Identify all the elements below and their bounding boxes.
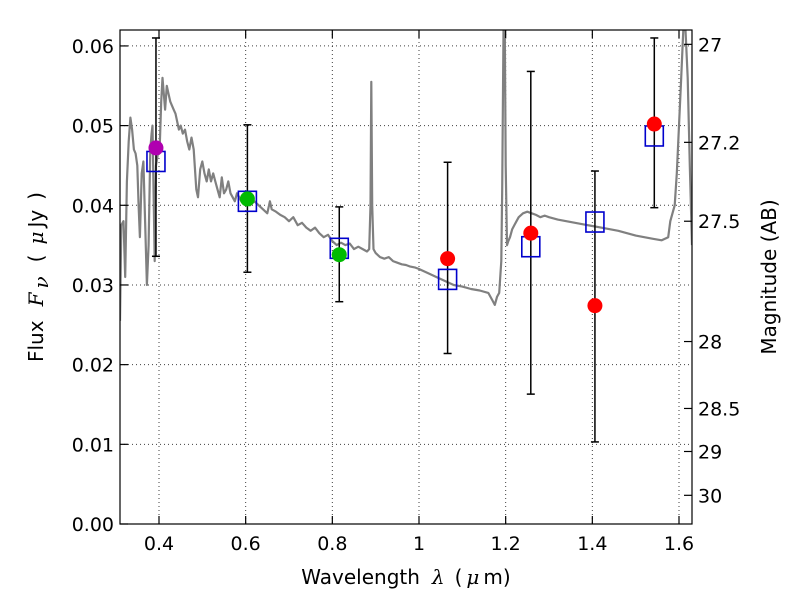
model-square-marker (437, 268, 458, 291)
y-tick-label: 0.03 (72, 275, 114, 297)
marker-layer (146, 116, 665, 314)
observed-point-marker (523, 225, 539, 241)
spectrum-line (120, 30, 692, 321)
y-tick-label: 0.00 (72, 514, 114, 536)
plot-frame (119, 29, 693, 525)
y2-tick-label: 28 (698, 332, 722, 354)
x-tick-label: 1 (413, 533, 425, 555)
y-tick-label: 0.02 (72, 355, 114, 377)
x-tick-label: 0.4 (144, 533, 174, 555)
errorbar-layer (151, 37, 659, 443)
observed-point-marker (587, 298, 603, 314)
y2-tick-label: 30 (698, 485, 722, 507)
y2-tick-label: 27.2 (698, 132, 740, 154)
tick-label-layer: 0.4 0.6 0.8 1 1.2 1.4 1.6 0.00 0.01 0.02 0.03 0.04 0… (72, 34, 741, 555)
observed-point-marker (440, 251, 456, 267)
y-tick-label: 0.04 (72, 195, 114, 217)
y-axis-label: Flux F ν ( μ Jy ) (24, 192, 53, 362)
observed-point-marker (239, 191, 255, 207)
y-tick-label: 0.06 (72, 36, 114, 58)
spectrum-layer (120, 30, 692, 321)
model-square-marker (237, 190, 258, 213)
observed-point-marker (148, 140, 164, 156)
grid-layer (120, 30, 692, 524)
y2-tick-label: 27 (698, 34, 722, 56)
observed-point-marker (646, 116, 662, 132)
tick-layer (120, 30, 692, 525)
x-tick-label: 0.8 (317, 533, 347, 555)
y2-tick-label: 28.5 (698, 398, 740, 420)
x-tick-label: 1.6 (664, 533, 694, 555)
y-tick-label: 0.01 (72, 434, 114, 456)
y-tick-label: 0.05 (72, 116, 114, 138)
x-tick-label: 0.6 (231, 533, 261, 555)
y2-tick-label: 29 (698, 441, 722, 463)
x-tick-label: 1.2 (491, 533, 521, 555)
y2-axis-label: Magnitude (AB) (757, 199, 781, 354)
x-tick-label: 1.4 (577, 533, 607, 555)
observed-point-marker (331, 247, 347, 263)
y2-tick-label: 27.5 (698, 211, 740, 233)
model-square-marker (585, 211, 605, 233)
x-axis-label: Wavelength λ ( μ m) (301, 565, 510, 589)
